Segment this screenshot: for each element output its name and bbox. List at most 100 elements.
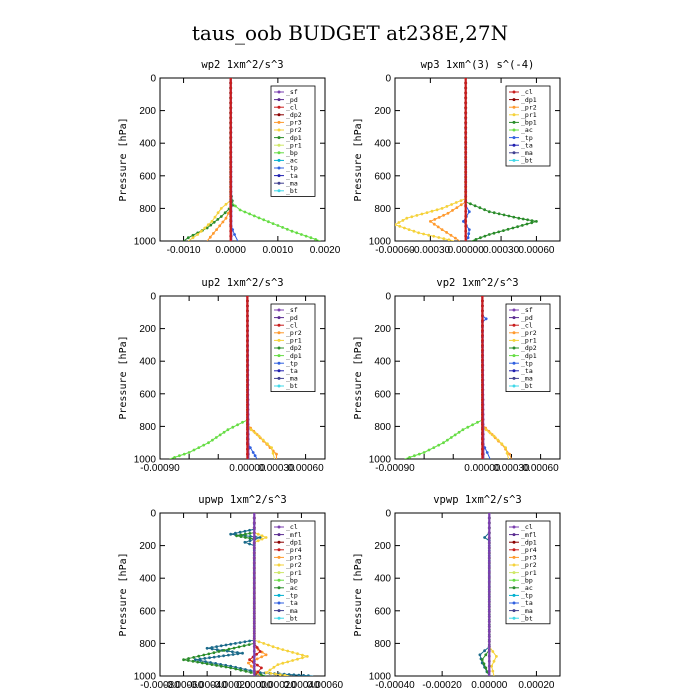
legend-label: _tp [521,359,533,367]
y-tick-label: 600 [139,389,156,400]
series-point [464,145,468,149]
series-point [464,121,468,124]
legend-marker [512,586,516,590]
series-point [252,620,256,624]
series-point [485,451,489,454]
legend-label: _bp [286,576,298,584]
legend-marker [512,601,516,605]
legend: _cl_dp1_pr2_pr1_bp1_ac_tp_ta_ma_bt [505,85,551,167]
legend-label: _dp2 [286,344,302,352]
y-tick-label: 0 [150,292,156,303]
series-point [252,536,256,540]
series-point [466,425,470,429]
series-point [487,551,491,554]
series-point [178,454,181,458]
y-tick-label: 200 [139,324,156,335]
panel-wp2: wp2 1xm^2/s^3 Pressure [hPa] 0 200 400 600 800… [118,59,341,256]
series-point [248,532,252,535]
series-point [196,660,200,664]
legend-label: _bp [521,576,533,584]
series-point [234,642,237,645]
series-point [246,299,249,303]
series-point [445,231,448,234]
legend-label: _ta [521,141,533,149]
y-tick-label: 200 [374,106,391,117]
series-point [487,590,491,594]
series-point [481,309,484,313]
series-line-pr2 [429,78,467,241]
legend-label: _dp1 [521,352,537,360]
legend-marker [277,181,281,185]
series-point [398,224,402,228]
x-tick-label: 0.00030 [258,463,295,474]
legend-marker [512,158,516,162]
legend-label: _bt [286,614,298,622]
y-tick-label: 600 [139,171,156,182]
series-point [487,659,491,663]
legend: _sf_pd_cl_dp2_pr3_pr2_dp1_pr1_bp_ac_tp_t… [270,85,316,197]
series-point [229,135,233,139]
series-point [497,230,501,234]
legend-label: _ac [521,584,533,592]
series-point [246,452,249,456]
x-tick-label: -0.00040 [187,680,227,691]
x-tick-label: 0.00000 [229,463,266,474]
series-point [197,446,201,449]
series-point [481,432,484,436]
legend-marker [277,571,281,575]
series-point [227,653,230,657]
series-point [187,451,191,454]
series-group [182,513,314,676]
legend-label: _bt [521,382,533,390]
x-tick-label: 0.00040 [283,680,320,691]
series-point [252,649,256,653]
series-point [474,238,478,241]
series-point [252,669,256,673]
series-point [464,214,468,218]
legend-label: _sf [521,306,533,314]
legend-label: _pr2 [521,561,537,569]
series-point [464,219,468,223]
series-point [445,205,449,208]
series-point [455,206,459,210]
series-point [413,454,416,458]
series-point [267,220,270,224]
series-point [436,225,440,229]
series-point [307,674,310,676]
legend-label: _dp1 [286,352,302,360]
series-point [481,383,484,387]
series-point [487,561,491,564]
series-point [487,513,491,515]
y-tick-label: 0 [385,74,391,85]
series-point [481,329,484,332]
legend-label: _ac [286,584,298,592]
legend-label: _dp1 [286,538,302,546]
legend-label: _dp1 [521,538,537,546]
legend-marker [277,338,281,342]
series-point [276,663,280,666]
series-point [260,655,264,659]
series-point [464,200,468,203]
legend-label: _pr2 [286,329,302,337]
legend-label: _pr1 [286,337,302,345]
legend-marker [277,616,281,620]
series-point [243,640,247,644]
legend-label: _bp1 [521,119,537,127]
x-tick-label: 0.00000 [471,680,508,691]
plot-frame [394,512,561,677]
series-point [473,204,477,208]
series-point [530,219,534,223]
x-tick-label: 0.00030 [493,463,530,474]
series-point [464,116,468,119]
series-point [219,664,223,668]
series-point [481,373,484,377]
series-point [222,654,226,658]
series-point [212,232,215,235]
y-tick-label: 1000 [134,455,157,466]
series-point [252,654,256,658]
series-point [241,420,244,424]
series-point [223,211,227,215]
series-point [484,428,488,432]
series-point [252,516,256,520]
series-point [203,226,207,230]
